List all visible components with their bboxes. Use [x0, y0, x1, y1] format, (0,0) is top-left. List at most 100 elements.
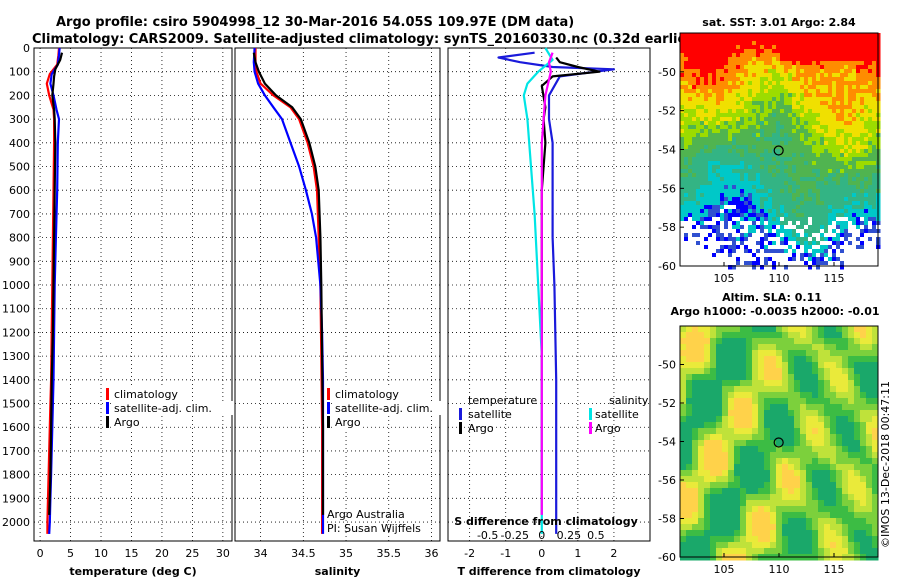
map-cell [872, 201, 877, 206]
map-cell [768, 261, 773, 266]
map-cell [760, 257, 765, 262]
map-cell [756, 229, 761, 234]
map-cell [692, 470, 699, 477]
map-cell [760, 161, 765, 166]
map-cell [860, 141, 865, 146]
map-cell [758, 542, 765, 549]
map-cell [812, 73, 817, 78]
map-cell [864, 117, 869, 122]
map-cell [830, 548, 837, 555]
map-cell [710, 392, 717, 399]
map-cell [806, 548, 813, 555]
map-cell [812, 233, 817, 238]
map-cell [684, 117, 689, 122]
map-cell [724, 153, 729, 158]
map-cell [806, 338, 813, 345]
x2-tick-label: 0.5 [587, 529, 605, 542]
map-cell [868, 53, 873, 58]
map-cell [684, 137, 689, 142]
map-cell [872, 205, 877, 210]
map-cell [686, 332, 693, 339]
map-cell [776, 350, 783, 357]
map-cell [758, 452, 765, 459]
map-cell [764, 488, 771, 495]
map-cell [760, 181, 765, 186]
map-cell [842, 464, 849, 471]
map-cell [770, 458, 777, 465]
map-cell [692, 548, 699, 555]
map-cell [780, 129, 785, 134]
map-cell [836, 398, 843, 405]
map-cell [698, 398, 705, 405]
map-cell [704, 237, 709, 242]
map-cell [684, 149, 689, 154]
map-cell [748, 257, 753, 262]
map-cell [698, 470, 705, 477]
map-cell [848, 494, 855, 501]
map-cell [796, 109, 801, 114]
map-cell [686, 494, 693, 501]
map-cell [734, 332, 741, 339]
map-cell [686, 416, 693, 423]
map-cell [716, 77, 721, 82]
map-cell [744, 181, 749, 186]
map-cell [704, 57, 709, 62]
map-cell [780, 205, 785, 210]
map-cell [716, 105, 721, 110]
map-cell [692, 530, 699, 537]
map-cell [864, 53, 869, 58]
map-cell [722, 440, 729, 447]
map-cell [752, 37, 757, 42]
map-cell [710, 488, 717, 495]
legend-label: climatology [335, 388, 399, 401]
map-cell [852, 165, 857, 170]
map-cell [732, 113, 737, 118]
map-cell [780, 177, 785, 182]
map-cell [776, 440, 783, 447]
map-cell [844, 105, 849, 110]
map-cell [832, 77, 837, 82]
map-cell [872, 440, 879, 447]
map-cell [860, 233, 865, 238]
map-cell [828, 101, 833, 106]
map-cell [844, 229, 849, 234]
map-cell [736, 169, 741, 174]
map-cell [716, 213, 721, 218]
map-cell [852, 101, 857, 106]
map-cell [782, 344, 789, 351]
map-cell [794, 530, 801, 537]
map-cell [820, 53, 825, 58]
map-cell [800, 446, 807, 453]
map-cell [704, 101, 709, 106]
map-cell [776, 241, 781, 246]
map-cell [816, 205, 821, 210]
map-cell [758, 398, 765, 405]
map-cell [716, 45, 721, 50]
map-cell [740, 97, 745, 102]
map-cell [700, 153, 705, 158]
map-cell [860, 440, 867, 447]
map-cell [720, 157, 725, 162]
map-cell [872, 145, 877, 150]
map-cell [820, 177, 825, 182]
map-cell [860, 428, 867, 435]
map-cell [720, 137, 725, 142]
map-cell [700, 189, 705, 194]
map-cell [800, 524, 807, 531]
map-cell [872, 253, 877, 258]
map-cell [868, 165, 873, 170]
map-cell [832, 61, 837, 66]
map-cell [806, 404, 813, 411]
map-cell [836, 476, 843, 483]
map-cell [784, 237, 789, 242]
map-cell [708, 121, 713, 126]
map-cell [764, 201, 769, 206]
y-tick-label: 100 [9, 66, 30, 79]
map-cell [832, 157, 837, 162]
map-cell [770, 470, 777, 477]
map-cell [800, 338, 807, 345]
map-cell [828, 253, 833, 258]
map-cell [760, 61, 765, 66]
map-cell [700, 121, 705, 126]
map-cell [756, 253, 761, 258]
